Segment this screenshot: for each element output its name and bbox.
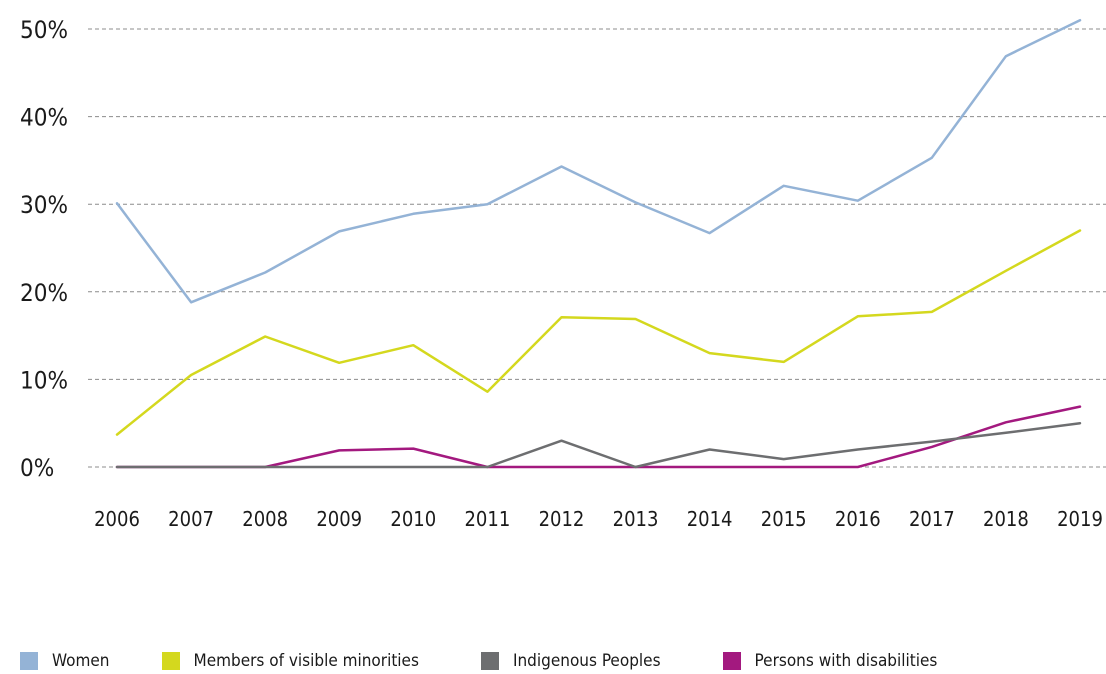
chart-plot-area: 0%10%20%30%40%50% 2006 2007 2008 2009 2010 20…: [20, 16, 1106, 531]
y-tick-label: 20%: [20, 279, 68, 307]
legend-swatch: [20, 652, 38, 670]
y-tick-label: 40%: [20, 104, 68, 132]
legend-label: Women: [52, 651, 110, 671]
x-tick-label: 2006: [94, 507, 140, 531]
x-tick-label: 2013: [613, 507, 659, 531]
series-line-persons-with-disabilities: [115, 405, 1082, 469]
legend-item-members-of-visible-minorities: Members of visible minorities: [161, 651, 419, 671]
x-tick-label: 2016: [835, 507, 881, 531]
x-tick-label: 2017: [909, 507, 955, 531]
x-tick-label: 2014: [687, 507, 733, 531]
legend-label: Members of visible minorities: [193, 651, 419, 671]
x-tick-label: 2010: [390, 507, 436, 531]
series-line-members-of-visible-minorities: [115, 229, 1082, 436]
y-tick-label: 0%: [20, 454, 54, 482]
legend-swatch: [480, 652, 499, 670]
y-axis-ticks: 0% 10% 20% 30% 40% 50%: [20, 16, 68, 482]
x-tick-label: 2018: [983, 507, 1029, 531]
legend-item-indigenous-peoples: Indigenous Peoples: [480, 651, 661, 671]
y-tick-label: 30%: [20, 191, 68, 219]
gridlines: [88, 28, 1106, 468]
x-tick-label: 2019: [1057, 507, 1103, 531]
series-lines: [115, 18, 1082, 469]
x-tick-label: 2015: [761, 507, 807, 531]
x-tick-label: 2007: [168, 507, 214, 531]
y-tick-label: 10%: [20, 366, 68, 394]
x-tick-label: 2009: [316, 507, 362, 531]
series-line-indigenous-peoples: [115, 421, 1082, 469]
legend-item-persons-with-disabilities: Persons with disabilities: [722, 651, 938, 671]
legend: Women Members of visible minorities Indige…: [20, 651, 937, 671]
legend-swatch: [161, 652, 180, 670]
legend-label: Indigenous Peoples: [512, 651, 661, 671]
series-line-women: [115, 18, 1082, 304]
legend-label: Persons with disabilities: [754, 651, 938, 671]
x-tick-label: 2012: [539, 507, 585, 531]
x-tick-label: 2008: [242, 507, 288, 531]
legend-swatch: [722, 652, 741, 670]
legend-item-women: Women: [20, 651, 110, 671]
x-tick-label: 2011: [464, 507, 510, 531]
x-axis-ticks: 2006 2007 2008 2009 2010 2011 2012 2013 2014 2015…: [94, 507, 1103, 531]
y-tick-label: 50%: [20, 16, 68, 44]
